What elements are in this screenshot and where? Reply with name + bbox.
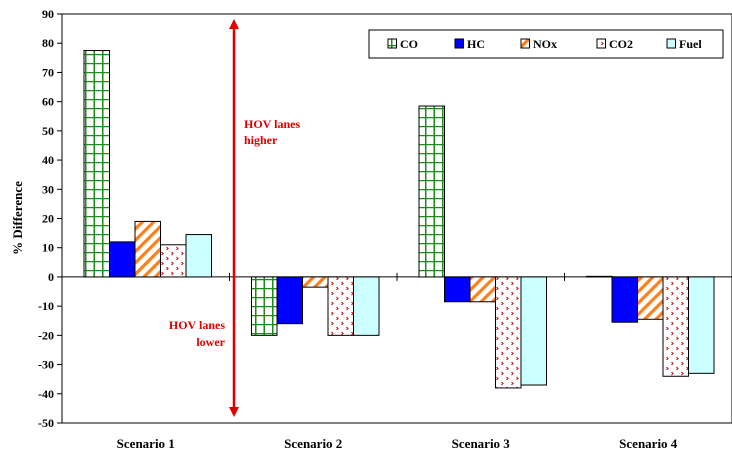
bar-co2-scenario-3 <box>495 276 522 389</box>
bar-fuel-scenario-2 <box>353 276 380 336</box>
y-tick-label: 20 <box>42 212 54 226</box>
bar-co-scenario-3 <box>418 105 445 278</box>
y-axis-label: % Difference <box>10 181 25 255</box>
bar-nox-scenario-4 <box>637 276 664 320</box>
y-tick-label: -30 <box>38 358 54 372</box>
x-category-label: Scenario 3 <box>452 436 511 451</box>
bar-fuel-scenario-4 <box>688 276 715 374</box>
legend-box <box>368 29 724 59</box>
y-tick-label: -10 <box>38 299 54 313</box>
bar-nox-scenario-2 <box>302 276 329 288</box>
legend: CO HC NOx CO2 Fuel <box>368 29 724 59</box>
y-tick-label: -20 <box>38 328 54 342</box>
x-axis: Scenario 1 Scenario 2 Scenario 3 Scenario 4 <box>117 272 678 451</box>
bars <box>83 50 715 389</box>
legend-swatch-nox <box>520 38 530 49</box>
y-tick-label: -50 <box>38 416 54 430</box>
y-tick-label: -40 <box>38 387 54 401</box>
bar-hc-scenario-1 <box>109 241 136 278</box>
legend-swatch-co <box>387 38 397 49</box>
y-tick-label: 60 <box>42 95 54 109</box>
bar-hc-scenario-3 <box>444 276 471 303</box>
y-tick-label: 50 <box>42 124 54 138</box>
bar-co2-scenario-2 <box>327 276 354 336</box>
legend-swatch-hc <box>454 38 464 49</box>
y-tick-label: 30 <box>42 182 54 196</box>
x-category-label: Scenario 1 <box>117 436 175 451</box>
legend-label-fuel: Fuel <box>679 37 702 51</box>
legend-label-co: CO <box>400 37 418 51</box>
y-tick-label: 10 <box>42 241 54 255</box>
annotation-lower-line1: HOV lanes <box>169 318 225 332</box>
bar-nox-scenario-1 <box>134 220 161 278</box>
y-tick-label: 70 <box>42 65 54 79</box>
bar-nox-scenario-3 <box>469 276 496 303</box>
bar-co-scenario-1 <box>83 50 110 278</box>
annotation-lower-line2: lower <box>196 335 225 349</box>
bar-co2-scenario-4 <box>662 276 689 377</box>
bar-co2-scenario-1 <box>160 244 187 278</box>
bar-fuel-scenario-3 <box>520 276 547 386</box>
bar-co-scenario-4 <box>586 275 613 278</box>
legend-label-hc: HC <box>467 37 485 51</box>
legend-swatch-fuel <box>666 38 676 49</box>
x-category-label: Scenario 4 <box>619 436 678 451</box>
legend-label-co2: CO2 <box>609 37 633 51</box>
x-category-label: Scenario 2 <box>284 436 342 451</box>
y-tick-label: 90 <box>42 7 54 21</box>
legend-swatch-co2 <box>596 38 606 49</box>
bar-fuel-scenario-1 <box>185 234 212 278</box>
bar-hc-scenario-2 <box>276 276 303 325</box>
y-tick-label: 40 <box>42 153 54 167</box>
bar-co-scenario-2 <box>251 276 278 336</box>
plot-area <box>61 13 732 424</box>
bar-hc-scenario-4 <box>611 276 638 323</box>
y-tick-label: 80 <box>42 36 54 50</box>
y-tick-label: 0 <box>48 270 54 284</box>
annotation-higher-line1: HOV lanes <box>244 117 300 131</box>
annotation-higher-line2: higher <box>244 133 278 147</box>
legend-label-nox: NOx <box>533 37 557 51</box>
